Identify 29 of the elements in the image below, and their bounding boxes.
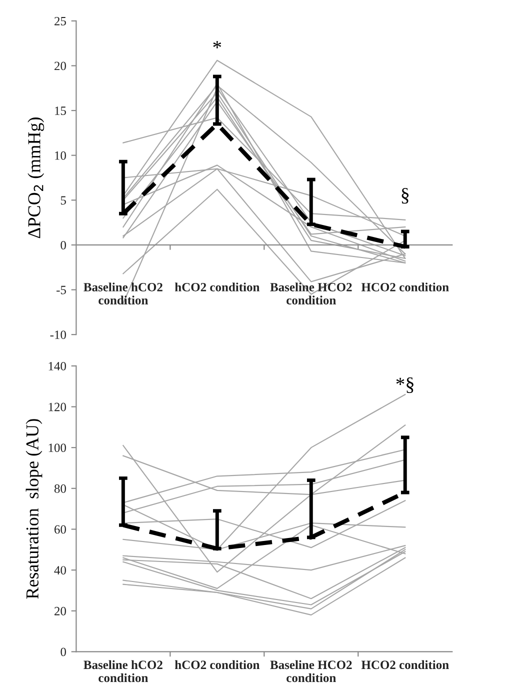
x-tick-label: Baseline hCO2 condition [84, 282, 162, 304]
y-tick-label: 25 [54, 16, 66, 26]
y-tick-label: -5 [56, 286, 66, 294]
y-tick-label: 0 [60, 648, 66, 656]
x-tick-label: Baseline HCO2 condition [270, 660, 352, 682]
y-axis-title: Resaturation slope (AU) [26, 419, 42, 599]
y-tick-label: -10 [50, 330, 66, 340]
annotation: § [402, 188, 409, 204]
y-tick-label: 20 [54, 606, 66, 616]
y-tick-label: 15 [55, 106, 66, 115]
y-tick-label: 140 [48, 362, 66, 370]
y-tick-label: 20 [54, 62, 66, 70]
x-tick-label: Baseline hCO2 condition [84, 660, 162, 682]
y-tick-label: 5 [60, 196, 66, 205]
y-tick-label: 120 [48, 402, 66, 412]
y-tick-label: 100 [48, 444, 66, 452]
x-tick-label: HCO2 condition [361, 282, 449, 292]
y-tick-label: 10 [55, 151, 66, 160]
annotation: * [213, 41, 222, 48]
y-tick-label: 80 [54, 484, 66, 493]
x-tick-label: Baseline HCO2 condition [270, 282, 352, 304]
annotation: *§ [396, 377, 414, 394]
x-tick-label: hCO2 condition [174, 660, 260, 670]
y-tick-label: 60 [54, 525, 66, 534]
x-tick-label: HCO2 condition [361, 660, 449, 670]
x-tick-label: hCO2 condition [174, 282, 260, 292]
y-tick-label: 40 [54, 566, 66, 575]
y-tick-label: 0 [60, 240, 66, 250]
y-axis-title: ΔPCO$_{2}$ (mmHg) [28, 118, 44, 238]
